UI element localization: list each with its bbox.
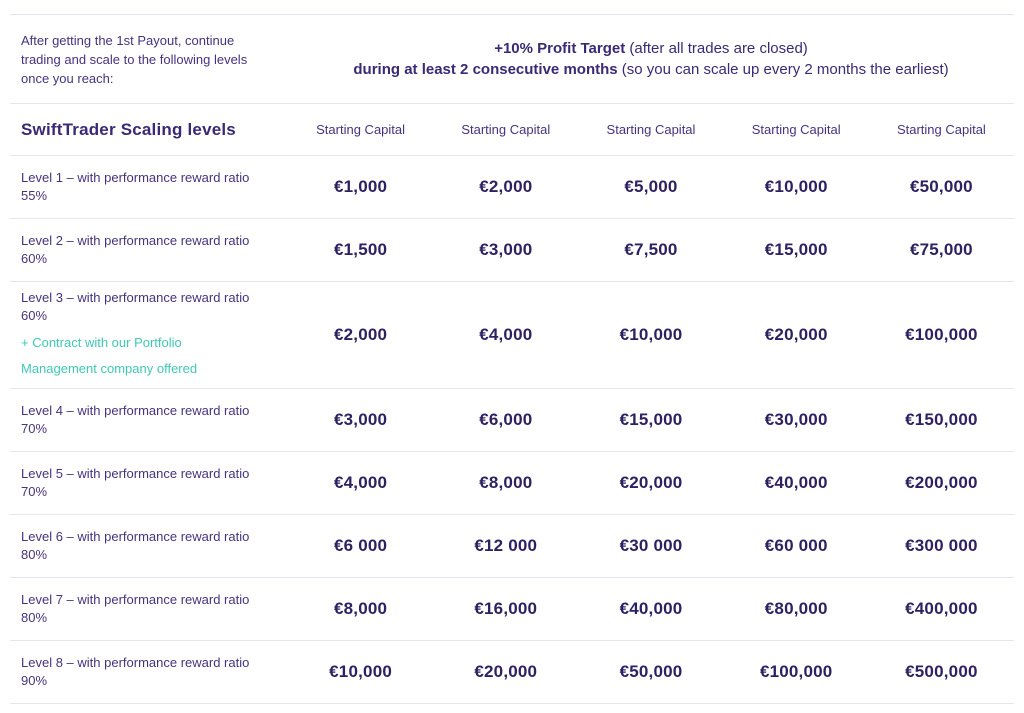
table-header-row: SwiftTrader Scaling levels Starting Capi… xyxy=(10,103,1014,155)
column-header-1: Starting Capital xyxy=(316,122,406,137)
consecutive-months-bold: during at least 2 consecutive months xyxy=(353,61,618,78)
capital-value: €50,000 xyxy=(619,662,683,681)
capital-value: €50,000 xyxy=(909,177,973,196)
capital-value: €20,000 xyxy=(764,325,828,344)
bottom-divider xyxy=(10,703,1014,704)
profit-target-detail: (after all trades are closed) xyxy=(625,40,808,57)
capital-value: €20,000 xyxy=(619,473,683,492)
capital-value: €1,500 xyxy=(333,240,388,259)
table-row: Level 6 – with performance reward ratio … xyxy=(10,514,1014,577)
capital-value: €300 000 xyxy=(905,536,978,555)
capital-value: €400,000 xyxy=(905,599,978,618)
capital-value: €10,000 xyxy=(619,325,683,344)
level-4-label: Level 4 – with performance reward ratio … xyxy=(21,403,250,436)
level-8-label: Level 8 – with performance reward ratio … xyxy=(21,655,250,688)
table-row: Level 8 – with performance reward ratio … xyxy=(10,640,1014,703)
capital-value: €20,000 xyxy=(474,662,538,681)
capital-value: €200,000 xyxy=(905,473,978,492)
level-6-label: Level 6 – with performance reward ratio … xyxy=(21,529,250,562)
capital-value: €100,000 xyxy=(905,325,978,344)
capital-value: €10,000 xyxy=(764,177,828,196)
capital-value: €7,500 xyxy=(624,240,678,259)
column-header-3: Starting Capital xyxy=(606,122,696,137)
portfolio-contract-note: + Contract with our Portfolio Management… xyxy=(21,334,198,376)
intro-text: After getting the 1st Payout, continue t… xyxy=(21,32,248,86)
table-row: Level 3 – with performance reward ratio … xyxy=(10,281,1014,388)
intro-row: After getting the 1st Payout, continue t… xyxy=(10,14,1014,103)
table-row: Level 1 – with performance reward ratio … xyxy=(10,155,1014,218)
level-5-label: Level 5 – with performance reward ratio … xyxy=(21,466,250,499)
capital-value: €1,000 xyxy=(333,177,388,196)
capital-value: €15,000 xyxy=(619,410,683,429)
capital-value: €40,000 xyxy=(619,599,683,618)
level-1-label: Level 1 – with performance reward ratio … xyxy=(21,170,250,203)
capital-value: €100,000 xyxy=(759,662,833,681)
capital-value: €40,000 xyxy=(764,473,828,492)
capital-value: €2,000 xyxy=(333,325,388,344)
capital-value: €8,000 xyxy=(333,599,388,618)
capital-value: €4,000 xyxy=(479,325,533,344)
capital-value: €15,000 xyxy=(764,240,828,259)
consecutive-months-detail: (so you can scale up every 2 months the … xyxy=(617,61,949,78)
profit-target-heading: +10% Profit Target (after all trades are… xyxy=(288,38,1014,80)
column-header-2: Starting Capital xyxy=(461,122,551,137)
capital-value: €30 000 xyxy=(619,536,683,555)
table-row: Level 7 – with performance reward ratio … xyxy=(10,577,1014,640)
capital-value: €80,000 xyxy=(764,599,828,618)
capital-value: €5,000 xyxy=(624,177,678,196)
profit-target-line2: during at least 2 consecutive months (so… xyxy=(315,59,987,80)
table-title: SwiftTrader Scaling levels xyxy=(21,119,236,139)
capital-value: €2,000 xyxy=(479,177,533,196)
capital-value: €60 000 xyxy=(764,536,828,555)
capital-value: €75,000 xyxy=(909,240,973,259)
capital-value: €16,000 xyxy=(474,599,538,618)
column-header-5: Starting Capital xyxy=(896,122,986,137)
profit-target-line1: +10% Profit Target (after all trades are… xyxy=(288,38,1014,59)
capital-value: €150,000 xyxy=(905,410,978,429)
table-row: Level 4 – with performance reward ratio … xyxy=(10,388,1014,451)
column-header-4: Starting Capital xyxy=(751,122,841,137)
capital-value: €10,000 xyxy=(329,662,393,681)
level-3-label: Level 3 – with performance reward ratio … xyxy=(10,289,278,382)
level-3-label-text: Level 3 – with performance reward ratio … xyxy=(21,289,250,323)
table-row: Level 2 – with performance reward ratio … xyxy=(10,218,1014,281)
capital-value: €500,000 xyxy=(905,662,978,681)
capital-value: €6 000 xyxy=(333,536,388,555)
capital-value: €3,000 xyxy=(479,240,533,259)
capital-value: €8,000 xyxy=(479,473,533,492)
capital-value: €6,000 xyxy=(479,410,533,429)
capital-value: €12 000 xyxy=(474,536,538,555)
table-row: Level 5 – with performance reward ratio … xyxy=(10,451,1014,514)
level-2-label: Level 2 – with performance reward ratio … xyxy=(21,233,250,266)
capital-value: €3,000 xyxy=(333,410,388,429)
profit-target-bold: +10% Profit Target xyxy=(494,40,626,57)
capital-value: €30,000 xyxy=(764,410,828,429)
level-7-label: Level 7 – with performance reward ratio … xyxy=(21,592,250,625)
capital-value: €4,000 xyxy=(333,473,388,492)
